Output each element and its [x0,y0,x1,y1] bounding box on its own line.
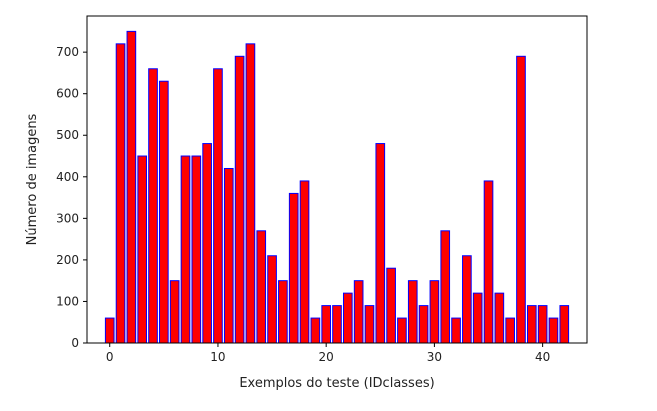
bar [353,280,364,344]
bars-group [104,30,570,344]
bar [115,43,126,344]
bar [537,305,548,344]
y-tick-label: 100 [56,294,79,308]
bar [169,280,180,344]
bar [559,305,570,344]
x-tick-label: 0 [106,350,114,364]
bar [213,68,223,344]
plot-frame [86,15,588,344]
bar [364,305,375,344]
bar [159,80,169,344]
bar [126,30,137,344]
bar [332,305,342,344]
bar [483,180,494,344]
x-axis-label: Exemplos do teste (IDclasses) [239,376,434,391]
bar [267,255,277,344]
bar [407,280,418,344]
bar [288,192,299,344]
y-tick-label: 0 [71,336,79,350]
x-tick-label: 10 [210,350,225,364]
y-tick-label: 400 [56,170,79,184]
y-tick-label: 500 [56,128,79,142]
bar [245,43,256,344]
bar [321,305,332,344]
x-tick-label: 30 [427,350,442,364]
bar [278,280,288,344]
y-tick-label: 300 [56,211,79,225]
x-axis-ticks: 0 10 20 30 40 [106,343,550,364]
bar [505,317,515,344]
bar [202,143,212,344]
bar [342,292,353,344]
bar [548,317,559,344]
y-tick-label: 200 [56,253,79,267]
bar [180,155,191,344]
bar [516,55,526,344]
bar [526,305,537,344]
bar [299,180,310,344]
x-tick-label: 20 [319,350,334,364]
bar [429,280,440,344]
bar [104,317,115,344]
x-tick-label: 40 [535,350,550,364]
bar [223,167,234,344]
bar [386,267,396,344]
bar [137,155,148,344]
bar [397,317,407,344]
bar [418,305,429,344]
bar [148,68,158,344]
bar [234,55,245,344]
bar [256,230,267,344]
y-axis-label: Número de imagens [25,113,40,245]
bar [494,292,505,344]
bar [375,143,386,344]
bar [472,292,483,344]
bar [462,255,472,344]
bar [191,155,202,344]
y-tick-label: 600 [56,87,79,101]
bar [310,317,321,344]
y-tick-label: 700 [56,45,79,59]
bar [440,230,451,344]
y-axis-ticks: 0 100 200 300 400 500 600 700 [56,45,87,350]
bar [451,317,461,344]
